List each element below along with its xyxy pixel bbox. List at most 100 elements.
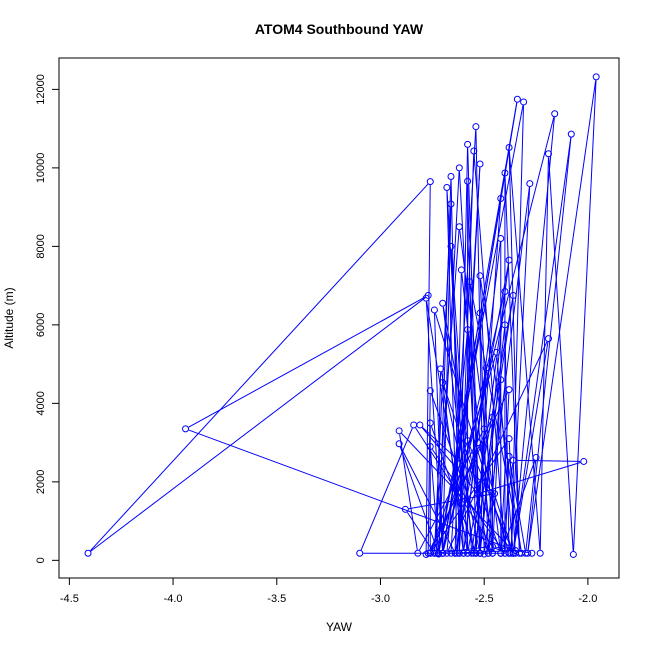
x-tick-label: -2.5 (475, 593, 494, 605)
data-point (476, 160, 484, 168)
series-segment (488, 383, 502, 550)
data-point (447, 173, 455, 181)
data-point (491, 490, 499, 498)
data-point (501, 549, 509, 557)
data-point (476, 309, 484, 317)
series-segment (438, 105, 524, 551)
data-point (395, 440, 403, 448)
data-point (426, 419, 434, 427)
series-segment (443, 294, 505, 550)
series-segment (431, 449, 504, 551)
series-segment (399, 446, 438, 551)
data-point (437, 365, 445, 373)
data-point (84, 549, 92, 557)
data-point (464, 140, 472, 148)
series-segment (573, 80, 597, 551)
data-point (476, 549, 484, 557)
data-point (505, 386, 513, 394)
data-point (474, 490, 482, 498)
series-segment (425, 301, 443, 550)
data-point (464, 177, 472, 185)
series-segment (436, 372, 442, 550)
series-segment (415, 427, 491, 544)
series-segment (406, 511, 433, 551)
series-segment (442, 306, 489, 550)
series-segment (468, 443, 513, 551)
data-point (486, 543, 494, 551)
data-point (501, 288, 509, 296)
series-segment (478, 445, 513, 551)
data-point (430, 306, 438, 314)
series-segment (492, 383, 502, 550)
series-segment (501, 460, 536, 551)
series-segment (473, 298, 514, 550)
data-point (414, 549, 422, 557)
data-point (447, 200, 455, 208)
data-point (567, 130, 575, 138)
x-tick-label: -3.0 (371, 593, 390, 605)
series-segment (480, 279, 522, 550)
series-segment (454, 273, 462, 550)
series-segment (446, 333, 468, 550)
data-point (505, 435, 513, 443)
series-segment (508, 150, 520, 550)
data-point (488, 543, 496, 551)
series-segment (90, 297, 426, 552)
series-segment (510, 105, 524, 550)
series-segment (510, 187, 531, 550)
data-point (447, 242, 455, 250)
series-segment (508, 150, 541, 550)
data-point (476, 272, 484, 280)
data-point (497, 235, 505, 243)
data-point (426, 549, 434, 557)
data-point (509, 549, 517, 557)
data-point (505, 549, 513, 557)
data-point (443, 184, 451, 192)
data-point (464, 437, 472, 445)
data-point (451, 549, 459, 557)
series-segment (527, 80, 597, 550)
data-point (528, 549, 536, 557)
data-point (356, 549, 364, 557)
data-point (182, 425, 190, 433)
y-tick-label: 8000 (35, 234, 47, 258)
data-point (505, 143, 513, 151)
x-axis-label: YAW (326, 620, 353, 634)
data-point (536, 549, 544, 557)
x-tick-label: -3.5 (267, 593, 286, 605)
data-point (501, 169, 509, 177)
series-layer (84, 73, 600, 558)
series-segment (500, 393, 510, 550)
series-segment (473, 154, 506, 550)
data-point (484, 549, 492, 557)
data-point (526, 180, 534, 188)
x-tick-label: -2.0 (578, 593, 597, 605)
data-point (480, 550, 488, 558)
data-point (439, 299, 447, 307)
data-point (439, 379, 447, 387)
data-point (497, 549, 505, 557)
y-tick-label: 4000 (35, 391, 47, 415)
data-point (435, 549, 443, 557)
data-point (592, 73, 600, 81)
data-point (488, 413, 496, 421)
data-point (532, 454, 540, 462)
series-segment (479, 279, 493, 550)
y-tick-label: 10000 (35, 153, 47, 184)
data-point (455, 549, 463, 557)
y-tick-label: 6000 (35, 313, 47, 337)
data-point (509, 291, 517, 299)
data-point (509, 456, 517, 464)
data-point (426, 443, 434, 451)
data-point (430, 549, 438, 557)
chart-title: ATOM4 Southbound YAW (255, 21, 424, 37)
x-axis: -4.5 -4.0 -3.5 -3.0 -2.5 -2.0 (60, 577, 597, 605)
data-point (455, 164, 463, 172)
data-point (580, 457, 588, 465)
data-point (474, 439, 482, 447)
y-tick-label: 0 (35, 557, 47, 563)
series-segment (525, 460, 537, 550)
data-point (513, 95, 521, 103)
data-point (426, 387, 434, 395)
